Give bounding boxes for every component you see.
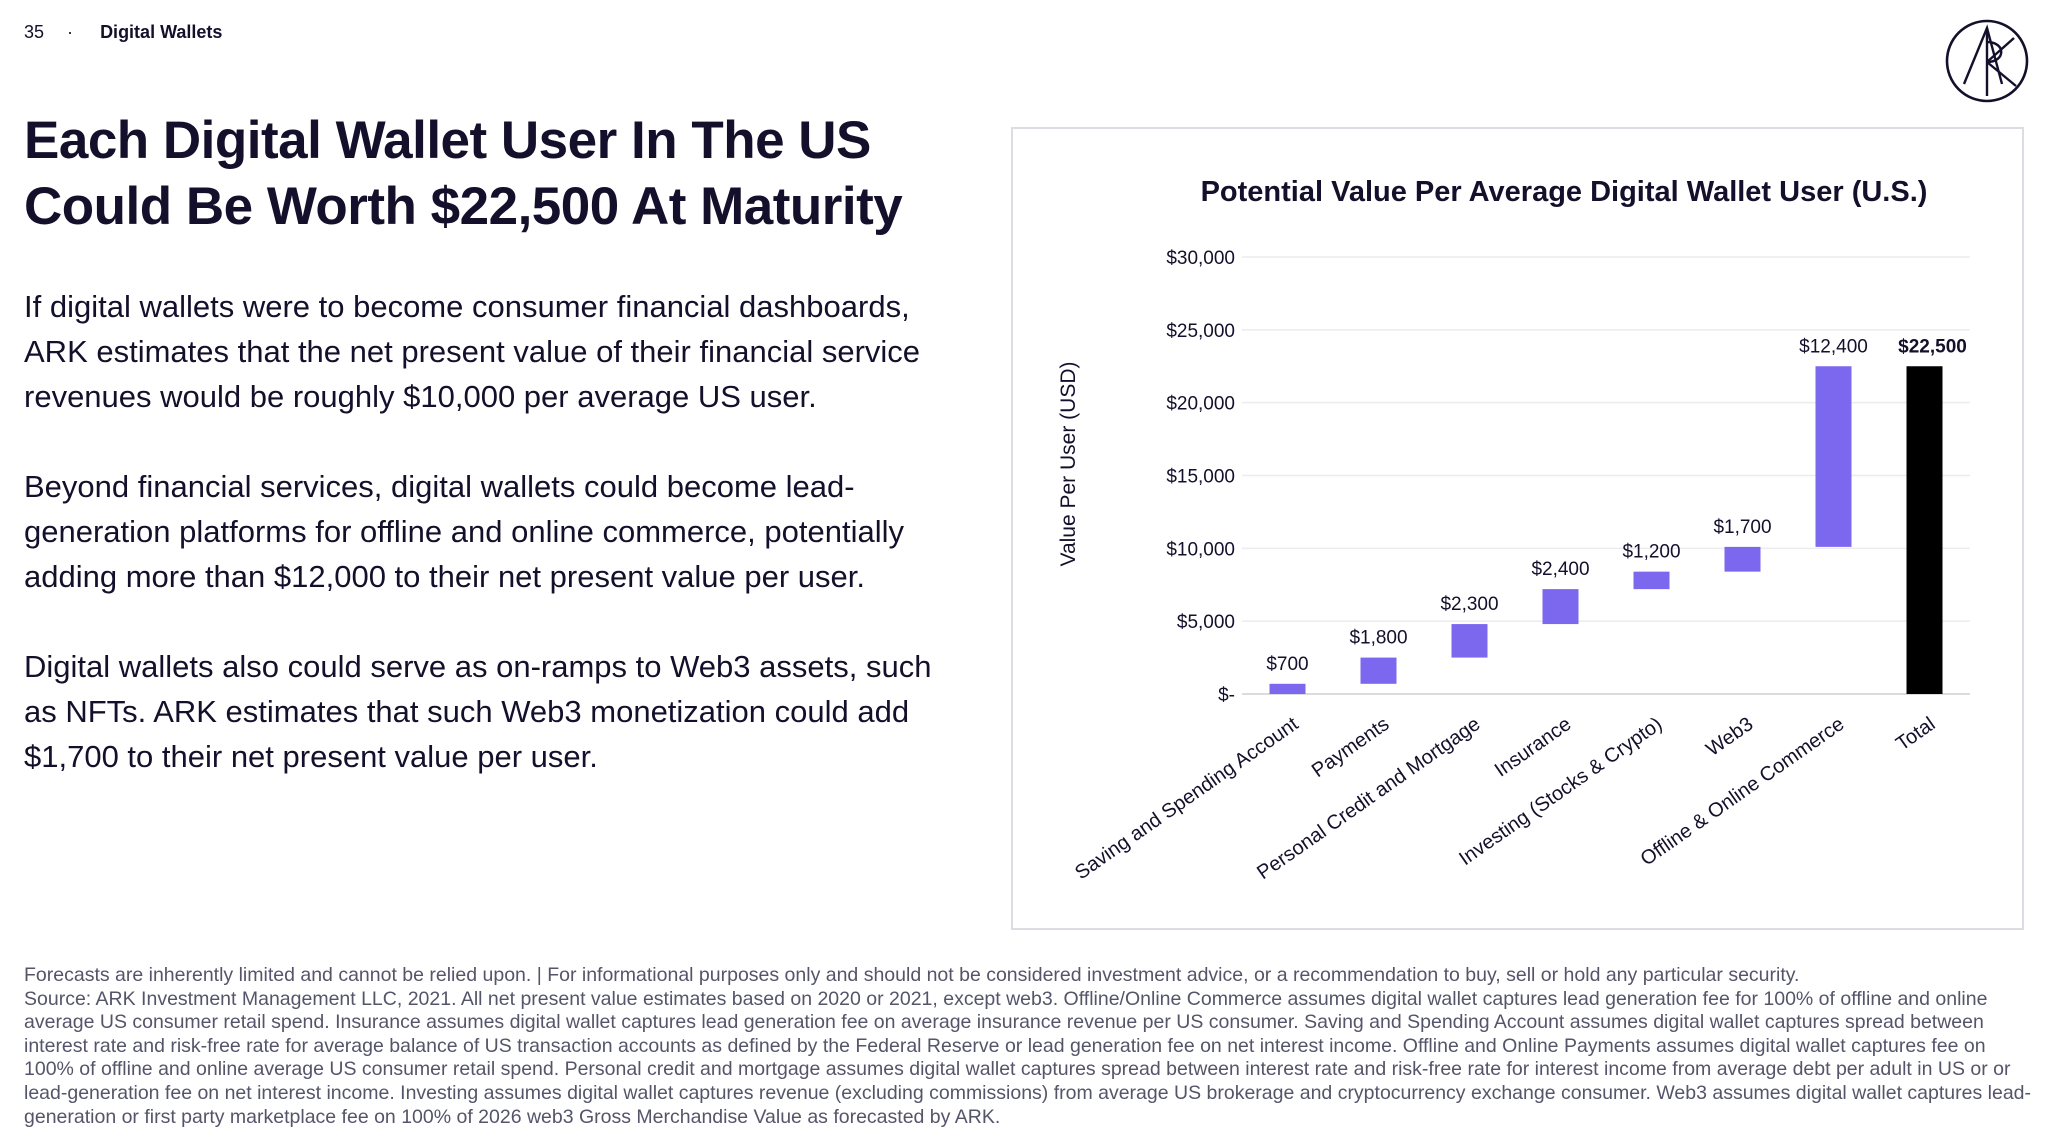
data-label: $1,800	[1349, 628, 1407, 649]
headline: Each Digital Wallet User In The US Could…	[24, 108, 984, 240]
y-tick-label: $25,000	[1166, 321, 1235, 342]
data-label: $700	[1266, 654, 1308, 675]
data-label: $1,200	[1622, 542, 1680, 563]
bar-increment	[1633, 571, 1670, 590]
bar-increment	[1542, 589, 1579, 625]
waterfall-chart: Potential Value Per Average Digital Wall…	[1057, 176, 1970, 884]
data-label: $2,300	[1440, 594, 1498, 615]
body-paragraph-3: Digital wallets also could serve as on-r…	[24, 649, 932, 774]
x-tick-label: Payments	[1308, 713, 1393, 782]
x-tick-labels: Saving and Spending Account PaymentsPerso…	[1071, 713, 1939, 884]
y-tick-label: $30,000	[1166, 248, 1235, 269]
footer-notes: Forecasts are inherently limited and can…	[24, 964, 2034, 1129]
y-tick-label: $-	[1218, 685, 1235, 706]
data-label: $12,400	[1799, 336, 1868, 357]
bar-increment	[1360, 657, 1397, 684]
y-tick-label: $5,000	[1177, 612, 1235, 633]
page-header: 35 · Digital Wallets	[24, 22, 222, 43]
header-separator: ·	[67, 22, 74, 42]
bar-total	[1906, 366, 1943, 694]
x-tick-label: Insurance	[1491, 713, 1576, 781]
chart-panel: Potential Value Per Average Digital Wall…	[1011, 127, 2024, 930]
headline-line-1: Each Digital Wallet User In The US	[24, 111, 871, 170]
y-tick-label: $10,000	[1166, 539, 1235, 560]
body-paragraph-1: If digital wallets were to become consum…	[24, 289, 921, 414]
y-tick-labels: $- $5,000 $10,000 $15,000 $20,000 $25,000 $30,…	[1166, 248, 1235, 706]
body-text: If digital wallets were to become consum…	[24, 284, 964, 824]
footer-disclaimer: Forecasts are inherently limited and can…	[24, 964, 1800, 986]
y-tick-label: $20,000	[1166, 394, 1235, 415]
bar-increment	[1269, 683, 1306, 694]
footer-source: Source: ARK Investment Management LLC, 2…	[24, 987, 2032, 1128]
page-number: 35	[24, 22, 45, 42]
bars	[1269, 366, 1943, 694]
bar-increment	[1451, 624, 1488, 658]
data-label: $2,400	[1531, 559, 1589, 580]
body-paragraph-2: Beyond financial services, digital walle…	[24, 469, 904, 594]
data-label: $22,500	[1898, 336, 1967, 357]
headline-line-2: Could Be Worth $22,500 At Maturity	[24, 177, 903, 236]
x-tick-label: Web3	[1702, 713, 1757, 761]
x-tick-label: Total	[1892, 713, 1939, 755]
bar-increment	[1724, 546, 1761, 572]
ark-logo-icon	[1945, 19, 2029, 103]
bar-increment	[1815, 366, 1852, 547]
data-labels: $700 $1,800 $2,300 $2,400 $1,200 $1,700 $12,40…	[1266, 336, 1966, 675]
y-axis-label: Value Per User (USD)	[1057, 362, 1080, 567]
y-tick-label: $15,000	[1166, 467, 1235, 488]
data-label: $1,700	[1713, 517, 1771, 538]
section-title: Digital Wallets	[100, 22, 223, 42]
chart-title: Potential Value Per Average Digital Wall…	[1201, 176, 1928, 208]
